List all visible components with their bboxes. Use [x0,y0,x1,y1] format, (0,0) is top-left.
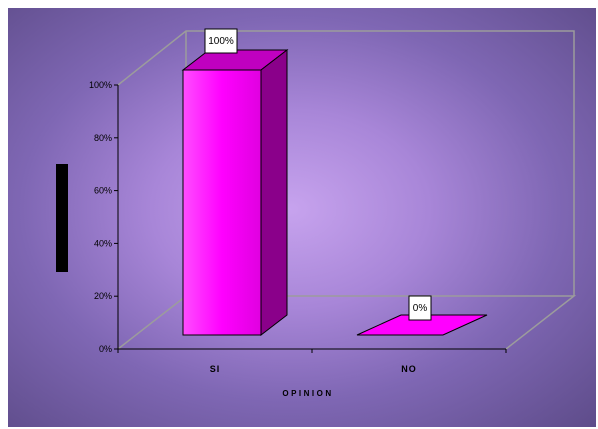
data-label: 100% [208,36,234,47]
data-label-box [204,28,238,54]
bar-chart: 100% 0% 0% 20% 40% 60% 80% 100% SI NO OPINION [56,28,577,398]
bar-si: 100% [181,28,289,337]
bar-no: 0% [356,295,488,336]
data-label: 0% [413,303,428,314]
bar-front-face [182,69,262,336]
chart-frame: 100% 0% 0% 20% 40% 60% 80% 100% SI NO OPINION [8,8,596,427]
y-tick-label: 80% [94,133,112,143]
y-tick-label: 60% [94,186,112,196]
bar-side-face [260,48,288,337]
y-axis-title-block [56,164,68,272]
x-axis-title: OPINION [282,389,333,398]
y-tick-label: 100% [89,80,112,90]
y-tick-label: 40% [94,238,112,248]
y-tick-label: 0% [99,344,112,354]
x-axis: SI NO [117,349,507,374]
x-tick-label: SI [210,364,221,374]
data-label-box [408,295,432,321]
y-axis: 0% 20% 40% 60% 80% 100% [89,80,118,354]
back-wall-frame [117,30,575,296]
x-tick-label: NO [401,364,417,374]
y-tick-label: 20% [94,291,112,301]
floor-frame [117,295,577,350]
bar-flat-face [356,314,488,336]
bars: 100% 0% [181,28,488,337]
